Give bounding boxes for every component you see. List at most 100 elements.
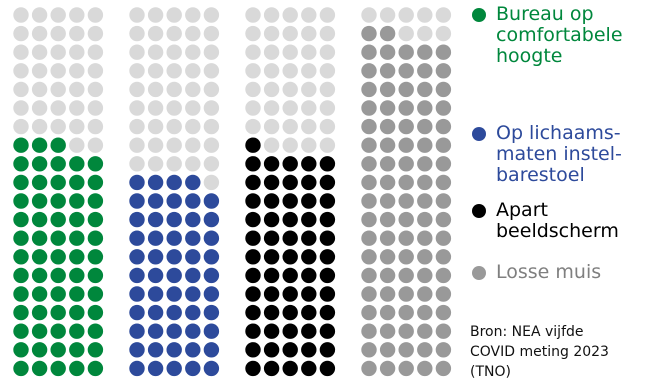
waffle-dot-empty <box>185 156 201 172</box>
waffle-dot-filled <box>379 118 396 135</box>
waffle-dot-filled <box>379 360 396 377</box>
legend-dot-icon <box>472 127 486 141</box>
waffle-dot-empty <box>87 63 104 79</box>
waffle-dot-filled <box>147 249 164 265</box>
waffle-chart <box>13 7 452 377</box>
waffle-dot-filled <box>319 193 336 209</box>
waffle-dot-filled <box>31 193 48 209</box>
waffle-dot-filled <box>379 100 396 116</box>
waffle-dot-filled <box>147 304 164 321</box>
waffle-dot-filled <box>417 63 433 79</box>
waffle-dot-filled <box>13 137 29 153</box>
waffle-dot-empty <box>319 63 336 79</box>
waffle-dot-filled <box>50 267 66 284</box>
waffle-dot-filled <box>417 118 433 135</box>
waffle-dot-filled <box>31 323 48 339</box>
waffle-dot-empty <box>147 63 164 79</box>
waffle-dot-filled <box>245 342 261 358</box>
waffle-dot-filled <box>13 304 29 321</box>
waffle-dot-filled <box>398 286 414 302</box>
waffle-dot-filled <box>69 230 85 246</box>
legend-label: Bureau op comfortabele hoogte <box>496 3 623 67</box>
waffle-dot-empty <box>129 7 145 23</box>
waffle-dot-filled <box>263 304 280 321</box>
waffle-dot-filled <box>129 230 145 246</box>
waffle-dot-filled <box>185 286 201 302</box>
waffle-dot-filled <box>69 286 85 302</box>
waffle-dot-empty <box>301 44 317 60</box>
waffle-dot-empty <box>69 81 85 98</box>
waffle-dot-filled <box>319 211 336 228</box>
waffle-dot-empty <box>203 63 220 79</box>
waffle-dot-filled <box>203 211 220 228</box>
waffle-dot-filled <box>282 249 298 265</box>
waffle-dot-filled <box>319 304 336 321</box>
waffle-dot-empty <box>50 81 66 98</box>
waffle-dot-empty <box>129 81 145 98</box>
waffle-dot-empty <box>129 118 145 135</box>
waffle-dot-empty <box>166 137 182 153</box>
waffle-dot-filled <box>129 360 145 377</box>
waffle-dot-empty <box>13 81 29 98</box>
waffle-dot-empty <box>203 137 220 153</box>
waffle-dot-filled <box>203 230 220 246</box>
waffle-dot-filled <box>203 304 220 321</box>
waffle-dot-filled <box>87 304 104 321</box>
waffle-dot-filled <box>361 156 377 172</box>
waffle-dot-filled <box>69 342 85 358</box>
waffle-dot-filled <box>263 323 280 339</box>
waffle-dot-filled <box>417 100 433 116</box>
waffle-dot-filled <box>13 211 29 228</box>
waffle-dot-filled <box>435 267 452 284</box>
waffle-dot-empty <box>398 7 414 23</box>
waffle-dot-filled <box>361 174 377 191</box>
waffle-dot-filled <box>69 249 85 265</box>
waffle-dot-filled <box>361 100 377 116</box>
waffle-dot-filled <box>13 249 29 265</box>
waffle-dot-empty <box>319 25 336 42</box>
waffle-dot-filled <box>31 137 48 153</box>
waffle-dot-filled <box>417 249 433 265</box>
waffle-dot-filled <box>31 360 48 377</box>
waffle-dot-filled <box>147 267 164 284</box>
waffle-dot-filled <box>245 156 261 172</box>
waffle-dot-empty <box>282 25 298 42</box>
waffle-dot-filled <box>245 137 261 153</box>
waffle-dot-empty <box>203 81 220 98</box>
waffle-dot-filled <box>379 44 396 60</box>
waffle-dot-filled <box>361 81 377 98</box>
waffle-dot-filled <box>379 342 396 358</box>
waffle-dot-empty <box>69 44 85 60</box>
waffle-dot-filled <box>435 156 452 172</box>
waffle-dot-filled <box>13 342 29 358</box>
waffle-dot-empty <box>129 156 145 172</box>
waffle-dot-empty <box>263 81 280 98</box>
waffle-dot-filled <box>263 267 280 284</box>
waffle-dot-filled <box>435 174 452 191</box>
waffle-dot-filled <box>398 118 414 135</box>
waffle-dot-filled <box>398 137 414 153</box>
waffle-dot-empty <box>417 25 433 42</box>
waffle-dot-filled <box>417 174 433 191</box>
waffle-dot-empty <box>319 118 336 135</box>
waffle-dot-empty <box>263 100 280 116</box>
waffle-dot-filled <box>361 25 377 42</box>
waffle-dot-filled <box>147 360 164 377</box>
waffle-dot-empty <box>87 137 104 153</box>
waffle-dot-filled <box>319 286 336 302</box>
waffle-dot-filled <box>417 304 433 321</box>
waffle-dot-filled <box>282 286 298 302</box>
waffle-dot-filled <box>435 137 452 153</box>
waffle-dot-filled <box>50 193 66 209</box>
waffle-dot-filled <box>417 342 433 358</box>
waffle-dot-empty <box>13 118 29 135</box>
waffle-dot-empty <box>166 156 182 172</box>
waffle-dot-filled <box>361 342 377 358</box>
waffle-dot-empty <box>245 63 261 79</box>
waffle-dot-filled <box>361 360 377 377</box>
waffle-dot-filled <box>398 211 414 228</box>
waffle-dot-empty <box>203 44 220 60</box>
waffle-dot-empty <box>69 63 85 79</box>
waffle-dot-empty <box>166 118 182 135</box>
waffle-dot-empty <box>129 44 145 60</box>
